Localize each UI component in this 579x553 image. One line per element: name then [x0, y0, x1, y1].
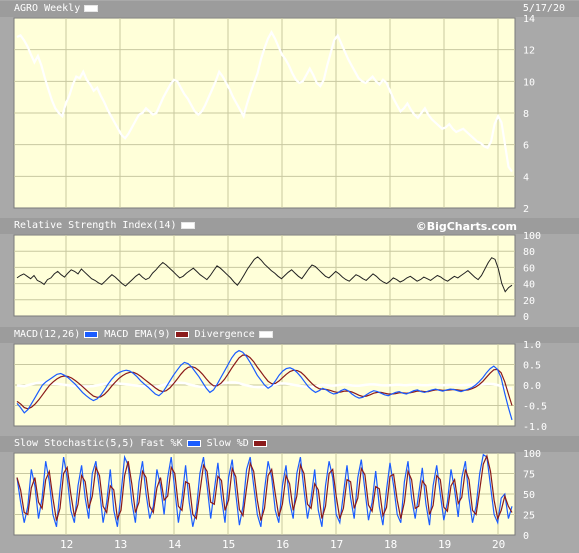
- x-axis-tick-label: 14: [168, 538, 182, 551]
- stoch-panel-header: Slow Stochastic(5,5) Fast %K Slow %D: [0, 436, 579, 452]
- rsi-ytick-label: 80: [523, 247, 535, 258]
- stoch-ytick-label: 25: [523, 511, 535, 522]
- slow-d-legend-swatch: [252, 439, 267, 447]
- price-ytick-label: 8: [523, 109, 529, 120]
- macd-ytick-label: -0.5: [523, 402, 547, 413]
- price-ytick-label: 2: [523, 204, 529, 215]
- fast-k-legend-swatch: [186, 439, 201, 447]
- price-ytick-label: 4: [523, 172, 529, 183]
- stoch-ytick-label: 0: [523, 531, 529, 542]
- macd-series-line: [16, 349, 513, 421]
- price-legend-swatch: [84, 4, 99, 12]
- chart-title: AGRO Weekly: [14, 3, 81, 14]
- macd-ema-label: MACD EMA(9): [104, 329, 171, 340]
- macd-ytick-label: 0.0: [523, 381, 541, 392]
- fast-k-label: Fast %K: [140, 438, 183, 449]
- price-ytick-label: 6: [523, 141, 529, 152]
- x-axis-tick-label: 18: [384, 538, 397, 551]
- x-axis-tick-label: 12: [60, 538, 73, 551]
- macd-legend-swatch: [84, 330, 99, 338]
- x-axis-tick-label: 13: [114, 538, 127, 551]
- rsi-legend-swatch: [180, 221, 195, 229]
- price-ytick-label: 14: [523, 14, 535, 25]
- x-axis-tick-label: 15: [222, 538, 235, 551]
- macd-panel-header: MACD(12,26) MACD EMA(9) Divergence: [0, 327, 579, 343]
- rsi-ytick-label: 0: [523, 312, 529, 323]
- rsi-series-line: [16, 256, 513, 293]
- price-ytick-label: 12: [523, 46, 535, 57]
- macd-ytick-label: 1.0: [523, 340, 541, 351]
- stoch-title: Slow Stochastic(5,5): [14, 438, 135, 449]
- macd-title: MACD(12,26): [14, 329, 81, 340]
- x-axis-tick-label: 19: [438, 538, 451, 551]
- brand-watermark: ©BigCharts.com: [415, 220, 517, 233]
- slow-d-series-line: [16, 454, 513, 521]
- price-ytick-label: 10: [523, 77, 535, 88]
- rsi-ytick-label: 100: [523, 231, 541, 242]
- rsi-ytick-label: 20: [523, 296, 535, 307]
- rsi-title: Relative Strength Index(14): [14, 220, 177, 231]
- rsi-ytick-label: 60: [523, 263, 535, 274]
- macd-ytick-label: 0.5: [523, 361, 541, 372]
- rsi-ytick-label: 40: [523, 280, 535, 291]
- price-series-line: [16, 30, 513, 173]
- divergence-series-line: [16, 381, 513, 390]
- x-axis-tick-label: 17: [330, 538, 343, 551]
- stoch-ytick-label: 75: [523, 470, 535, 481]
- x-axis-tick-label: 20: [492, 538, 505, 551]
- chart-date: 5/17/20: [522, 3, 565, 14]
- stoch-ytick-label: 100: [523, 449, 541, 460]
- x-axis-tick-label: 16: [276, 538, 289, 551]
- stoch-ytick-label: 50: [523, 490, 535, 501]
- fast-k-series-line: [16, 453, 513, 527]
- divergence-label: Divergence: [194, 329, 255, 340]
- rsi-plot-area: [13, 234, 516, 317]
- slow-d-label: Slow %D: [206, 438, 249, 449]
- rsi-panel-header: Relative Strength Index(14) ©BigCharts.c…: [0, 218, 579, 234]
- price-panel-header: AGRO Weekly 5/17/20: [0, 1, 579, 17]
- macd-ytick-label: -1.0: [523, 422, 547, 433]
- ema-legend-swatch: [174, 330, 189, 338]
- divergence-legend-swatch: [258, 330, 273, 338]
